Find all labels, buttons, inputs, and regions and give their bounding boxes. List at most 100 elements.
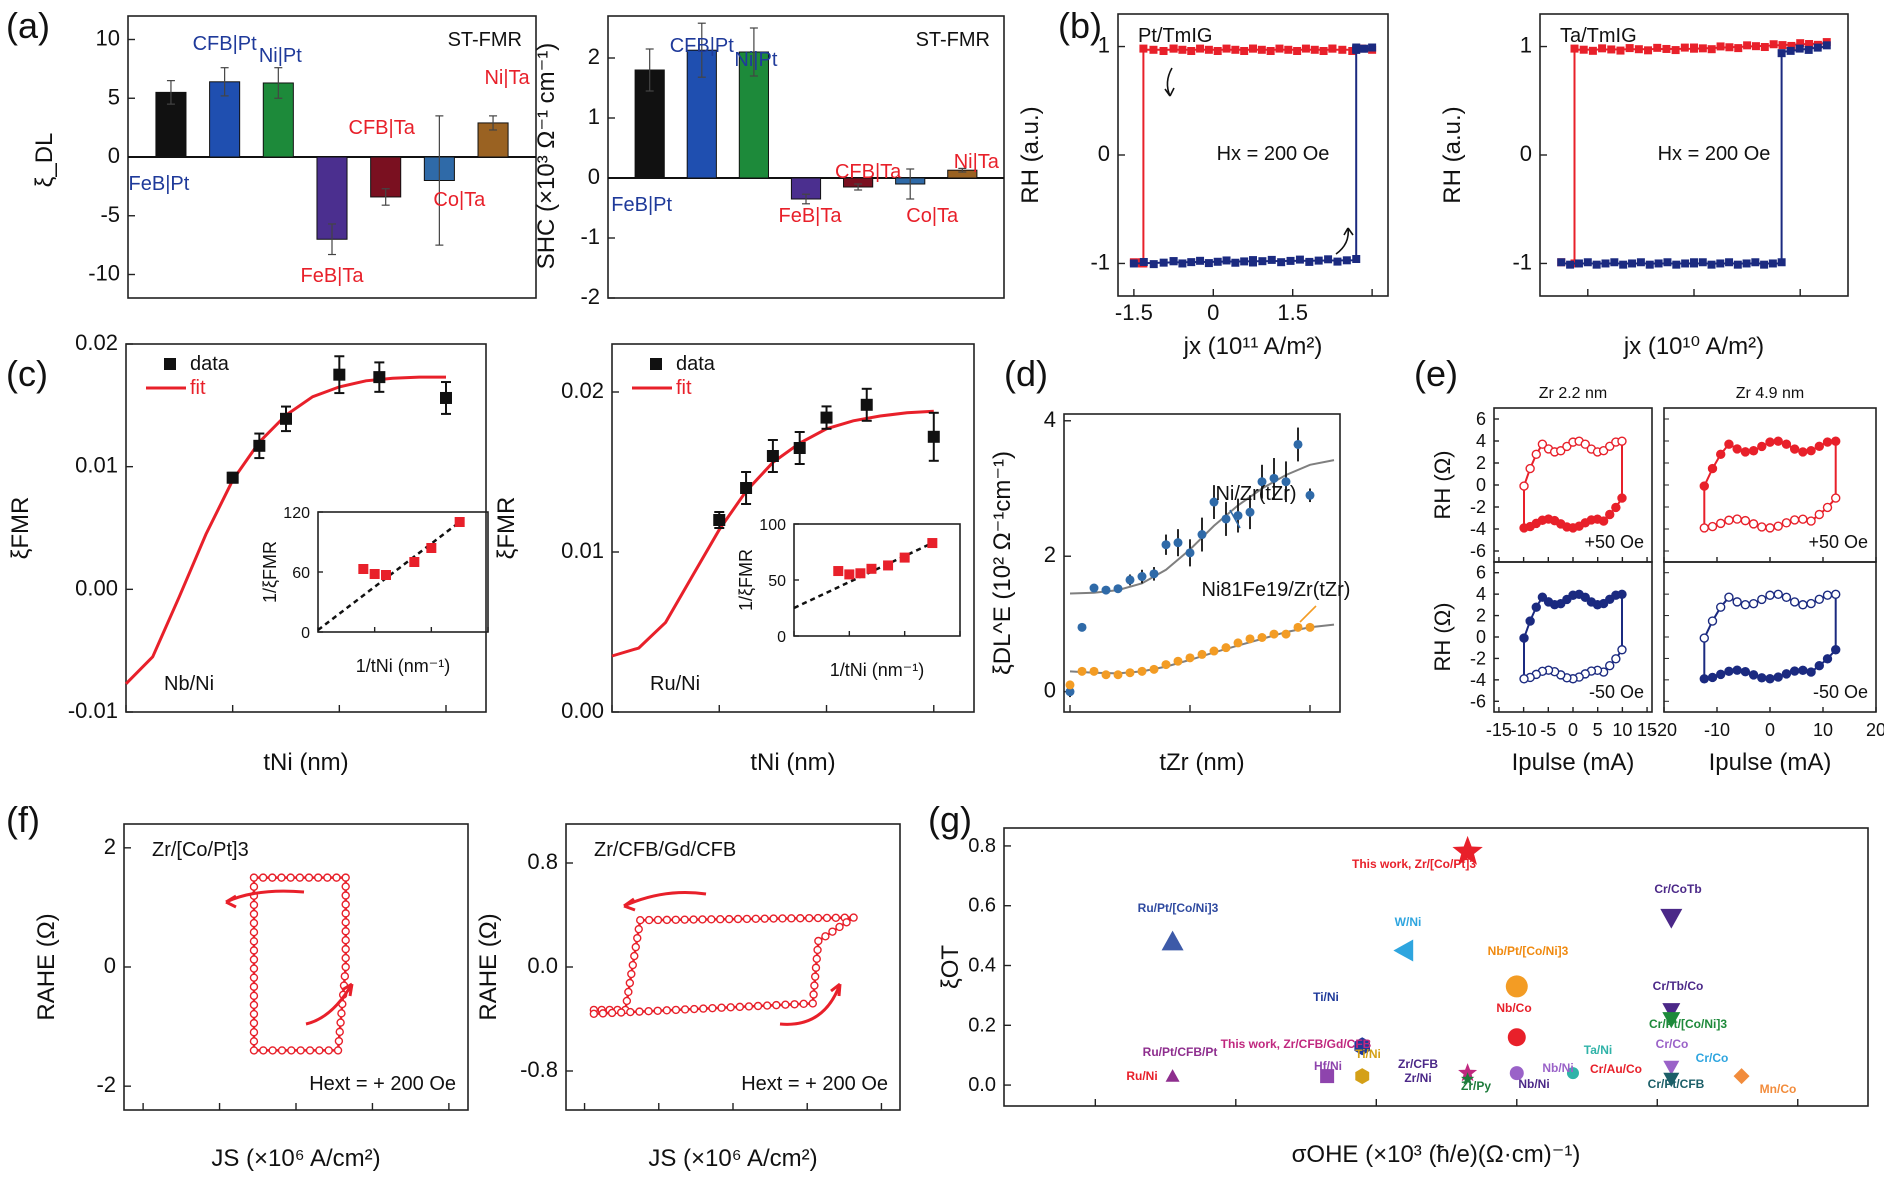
data-point — [708, 1003, 717, 1013]
sweep-arrow — [305, 982, 354, 1026]
data-point — [341, 918, 350, 927]
data-point — [1305, 622, 1315, 632]
data-point — [1601, 259, 1610, 268]
inset-point — [454, 517, 465, 527]
x-tick-label: -20 — [1651, 720, 1677, 740]
data-point — [1740, 666, 1751, 677]
data-point — [625, 978, 635, 988]
data-point — [1769, 40, 1778, 49]
y-tick-label: -2 — [580, 284, 600, 309]
data-point — [341, 953, 350, 963]
data-point — [1698, 44, 1707, 53]
data-point — [636, 916, 645, 925]
y-tick-label: 0.8 — [527, 849, 558, 874]
y-tick-label: -1 — [1090, 249, 1110, 274]
marker-circle — [1505, 975, 1528, 998]
data-point — [333, 368, 346, 381]
data-point — [793, 442, 806, 454]
data-point — [1787, 41, 1796, 50]
data-point — [1636, 258, 1645, 267]
data-point — [1173, 656, 1183, 666]
y-axis-label: RH (a.u.) — [1017, 106, 1044, 203]
data-point — [268, 1046, 277, 1055]
y-tick-label: 0.6 — [968, 895, 996, 917]
y-tick-label: -1 — [1512, 249, 1532, 274]
data-point — [249, 1037, 259, 1046]
data-point — [760, 914, 769, 923]
data-point — [440, 391, 452, 404]
data-point — [1699, 523, 1709, 533]
data-point — [1773, 589, 1783, 600]
data-point — [1757, 522, 1767, 532]
data-point — [1653, 43, 1662, 52]
data-point — [653, 915, 663, 925]
data-point — [812, 954, 821, 964]
annotation: Ru/Ni — [650, 673, 700, 695]
bar-label: Co|Ta — [433, 189, 486, 211]
data-point — [1266, 46, 1275, 55]
data-point — [1644, 46, 1653, 55]
data-point — [1204, 259, 1213, 268]
data-point — [1607, 45, 1616, 54]
data-point — [1257, 45, 1266, 54]
data-point — [1804, 45, 1813, 54]
y-tick-label: 0.00 — [561, 698, 604, 723]
x-tick-label: 1.5 — [1277, 300, 1308, 325]
data-point — [1161, 660, 1171, 670]
data-point — [1570, 44, 1579, 53]
data-point — [1352, 255, 1361, 264]
data-point — [644, 915, 654, 925]
point-label: Cr/Au/Co — [1590, 1062, 1642, 1076]
point-label: Ru/Ni — [1126, 1069, 1157, 1083]
data-point — [1725, 43, 1734, 52]
y-tick-label: 0 — [1476, 627, 1486, 647]
data-point — [1275, 44, 1284, 53]
data-point — [726, 1003, 735, 1012]
data-point — [277, 1046, 287, 1055]
y-tick-label: 6 — [1476, 409, 1486, 429]
data-point — [249, 955, 259, 964]
data-point — [1740, 515, 1751, 526]
series-label: Ni81Fe19/Zr(tZr) — [1202, 579, 1351, 601]
data-point — [1525, 463, 1535, 474]
y-tick-label: 0.2 — [968, 1014, 996, 1036]
data-point — [753, 1001, 763, 1011]
data-point — [1781, 592, 1792, 602]
data-point — [315, 1046, 324, 1055]
marker-tri-up — [1161, 930, 1184, 951]
data-point — [1765, 437, 1775, 447]
annotation: Hext = + 200 Oe — [741, 1073, 888, 1095]
data-point — [1286, 256, 1295, 265]
data-point — [1822, 437, 1833, 447]
data-point — [280, 412, 292, 425]
y-axis-label: ξFMR — [7, 497, 34, 560]
inset-fit-line — [317, 521, 461, 631]
data-point — [253, 439, 266, 452]
data-point — [1680, 43, 1689, 52]
data-point — [1671, 46, 1680, 55]
data-point — [1798, 600, 1808, 610]
x-axis-label: tNi (nm) — [750, 749, 835, 776]
annotation: Hext = + 200 Oe — [309, 1073, 456, 1095]
y-tick-label: -0.01 — [68, 698, 118, 723]
data-point — [1765, 523, 1775, 533]
data-point — [662, 1006, 672, 1015]
y-tick-label: 2 — [1044, 542, 1056, 567]
panel-title: Zr/[Co/Pt]3 — [152, 839, 249, 861]
data-point — [796, 914, 805, 923]
data-point — [1707, 672, 1718, 683]
data-point — [249, 918, 259, 928]
data-point — [1185, 653, 1195, 663]
data-point — [1149, 260, 1158, 269]
panel-label-e: (e) — [1414, 353, 1458, 394]
data-point — [249, 927, 259, 937]
data-point — [1196, 44, 1205, 53]
sweep-arrow — [623, 891, 707, 912]
data-point — [1187, 258, 1196, 267]
data-point — [249, 1000, 259, 1010]
inset-y-label: 1/ξFMR — [736, 549, 756, 611]
data-point — [1813, 43, 1822, 52]
data-point — [1690, 43, 1698, 52]
data-point — [341, 873, 350, 882]
data-point — [287, 1046, 296, 1055]
